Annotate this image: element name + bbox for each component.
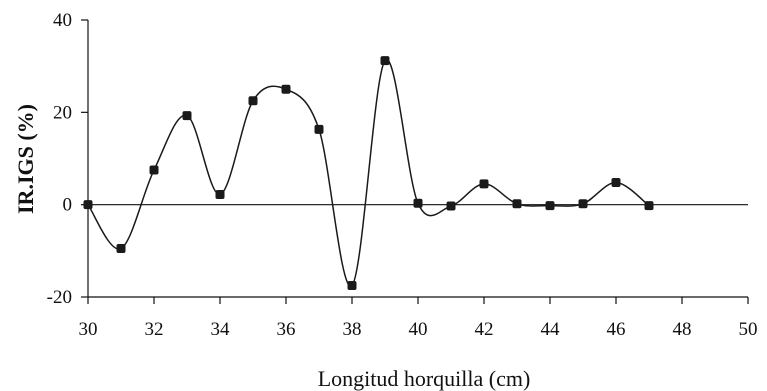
x-axis-title: Longitud horquilla (cm) [318, 366, 531, 391]
x-tick-label: 46 [607, 319, 626, 340]
x-tick-label: 48 [673, 319, 692, 340]
data-point [182, 111, 192, 121]
data-point [248, 96, 258, 106]
data-point [116, 244, 126, 254]
data-point [380, 56, 390, 66]
data-point [512, 199, 522, 209]
y-axis-title: IR.IGS (%) [13, 104, 38, 214]
data-point [215, 190, 225, 200]
axes [81, 19, 749, 304]
data-point [314, 124, 324, 134]
x-tick-label: 36 [277, 319, 296, 340]
data-point [545, 201, 555, 211]
x-tick-label: 40 [409, 319, 428, 340]
tick-labels: -20 0 20 40 30 32 34 36 38 40 42 44 46 48 50 [47, 10, 758, 340]
data-point [479, 179, 489, 189]
x-tick-label: 32 [145, 319, 164, 340]
y-tick-label: -20 [47, 287, 72, 308]
data-point [83, 200, 93, 210]
data-point [347, 280, 357, 290]
x-tick-label: 38 [343, 319, 362, 340]
data-point [578, 199, 588, 209]
data-point [446, 201, 456, 211]
x-tick-label: 30 [79, 319, 98, 340]
data-point [281, 84, 291, 94]
data-point [413, 198, 423, 208]
x-tick-label: 44 [541, 319, 561, 340]
y-tick-label: 0 [63, 195, 73, 216]
series-line [87, 59, 650, 287]
x-tick-label: 34 [211, 319, 231, 340]
data-point [611, 178, 621, 188]
data-point [644, 201, 654, 211]
y-tick-label: 40 [53, 10, 72, 31]
x-tick-label: 50 [739, 319, 758, 340]
series-layer [83, 56, 654, 290]
x-tick-label: 42 [475, 319, 494, 340]
data-point [149, 165, 159, 175]
y-tick-label: 20 [53, 102, 72, 123]
